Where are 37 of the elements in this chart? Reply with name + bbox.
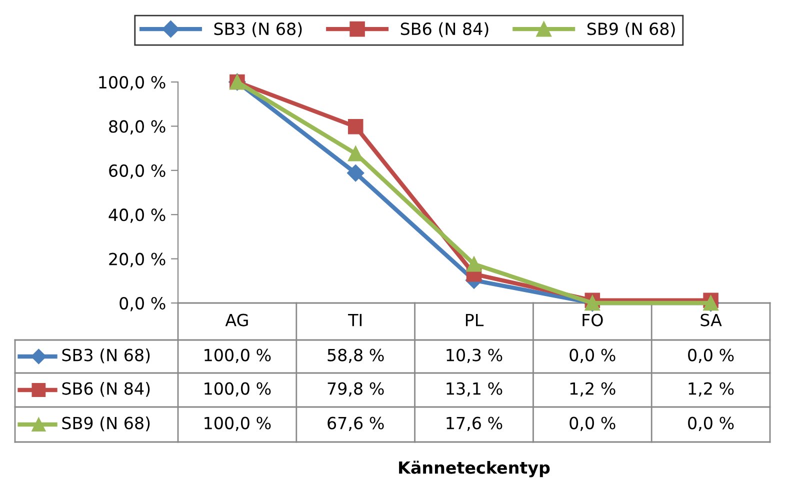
legend-label: SB9 (N 68) xyxy=(587,22,675,38)
data-label: 0,0 % xyxy=(570,348,616,364)
data-label: 0,0 % xyxy=(570,416,616,432)
data-label: 100,0 % xyxy=(204,416,271,432)
data-label: 67,6 % xyxy=(328,416,384,432)
data-label: 1,2 % xyxy=(570,382,616,397)
y-tick-label: 0,0 % xyxy=(120,296,166,312)
y-tick-label: 100,0 % xyxy=(99,76,166,90)
point xyxy=(348,146,364,162)
text: SB9 (N 68) xyxy=(62,416,150,432)
y-tick-label: 20,0 % xyxy=(109,252,166,268)
text: SB3 (N 68) xyxy=(62,348,150,364)
data-label: 10,3 % xyxy=(446,348,502,364)
point xyxy=(348,119,364,134)
data-label: 58,8 % xyxy=(328,348,384,364)
data-label: 100,0 % xyxy=(204,348,271,364)
legend-label: SB6 (N 84) xyxy=(400,22,488,38)
text: Känneteckentyp xyxy=(399,460,550,478)
point xyxy=(347,164,364,182)
y-tick-label: 60,0 % xyxy=(109,164,166,179)
legend-label: SB3 (N 68) xyxy=(214,22,302,38)
x-tick-label: TI xyxy=(348,314,362,326)
y-tick-label: 80,0 % xyxy=(109,120,166,134)
data-label: 0,0 % xyxy=(688,416,734,432)
data-label: 17,6 % xyxy=(446,416,502,432)
x-tick-label: SA xyxy=(700,314,722,326)
data-label: 79,8 % xyxy=(328,382,384,397)
point xyxy=(466,256,482,272)
x-tick-label: FO xyxy=(582,314,603,326)
x-tick-label: PL xyxy=(466,314,484,326)
x-tick-label: AG xyxy=(225,314,248,326)
data-label: 0,0 % xyxy=(688,348,734,364)
y-tick-label: 40,0 % xyxy=(108,208,166,223)
data-label: 100,0 % xyxy=(204,382,271,397)
data-label: 1,2 % xyxy=(688,382,734,397)
text: SB6 (N 84) xyxy=(62,382,150,397)
data-label: 13,1 % xyxy=(446,382,502,397)
